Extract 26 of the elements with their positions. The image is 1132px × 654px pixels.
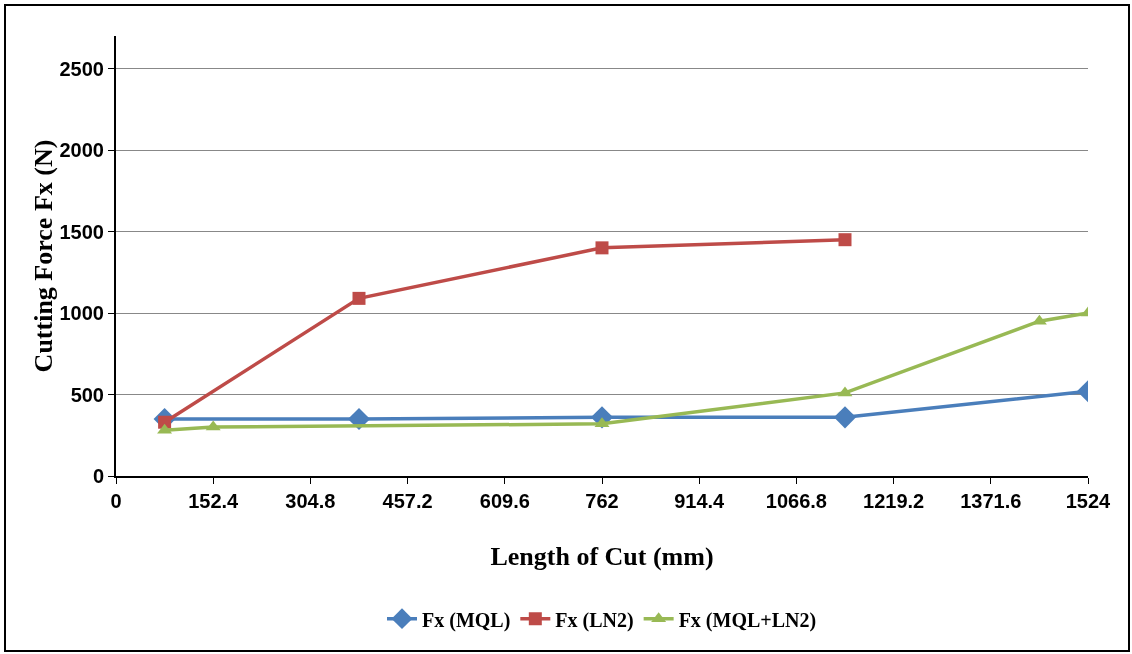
x-tick-label: 0 bbox=[110, 490, 122, 512]
x-axis-title: Length of Cut (mm) bbox=[490, 542, 714, 571]
y-axis-title: Cutting Force Fx (N) bbox=[28, 139, 58, 373]
x-tick-label: 152.4 bbox=[188, 490, 240, 512]
x-tick-label: 609.6 bbox=[479, 490, 530, 512]
y-tick-label: 0 bbox=[92, 465, 104, 487]
x-tick-label: 1219.2 bbox=[863, 490, 925, 512]
point bbox=[833, 406, 857, 429]
x-tick-label: 457.2 bbox=[382, 490, 433, 512]
x-tick-label: 914.4 bbox=[674, 490, 726, 512]
legend-label: Fx (LN2) bbox=[555, 608, 634, 632]
point bbox=[352, 291, 366, 305]
y-tick-label: 500 bbox=[70, 383, 104, 406]
y-tick-label: 2500 bbox=[59, 57, 104, 80]
legend-label: Fx (MQL) bbox=[422, 608, 511, 632]
y-tick-label: 1500 bbox=[59, 220, 104, 243]
point bbox=[595, 241, 609, 255]
y-tick-label: 1000 bbox=[59, 302, 104, 325]
x-tick-label: 304.8 bbox=[285, 490, 336, 512]
x-tick-label: 1524 bbox=[1065, 490, 1112, 512]
x-tick-label: 1066.8 bbox=[765, 490, 827, 512]
y-tick-label: 2000 bbox=[59, 139, 104, 162]
point bbox=[838, 233, 852, 247]
legend-label: Fx (MQL+LN2) bbox=[678, 608, 817, 632]
x-tick-label: 762 bbox=[585, 490, 619, 512]
x-tick-label: 1371.6 bbox=[960, 490, 1022, 512]
